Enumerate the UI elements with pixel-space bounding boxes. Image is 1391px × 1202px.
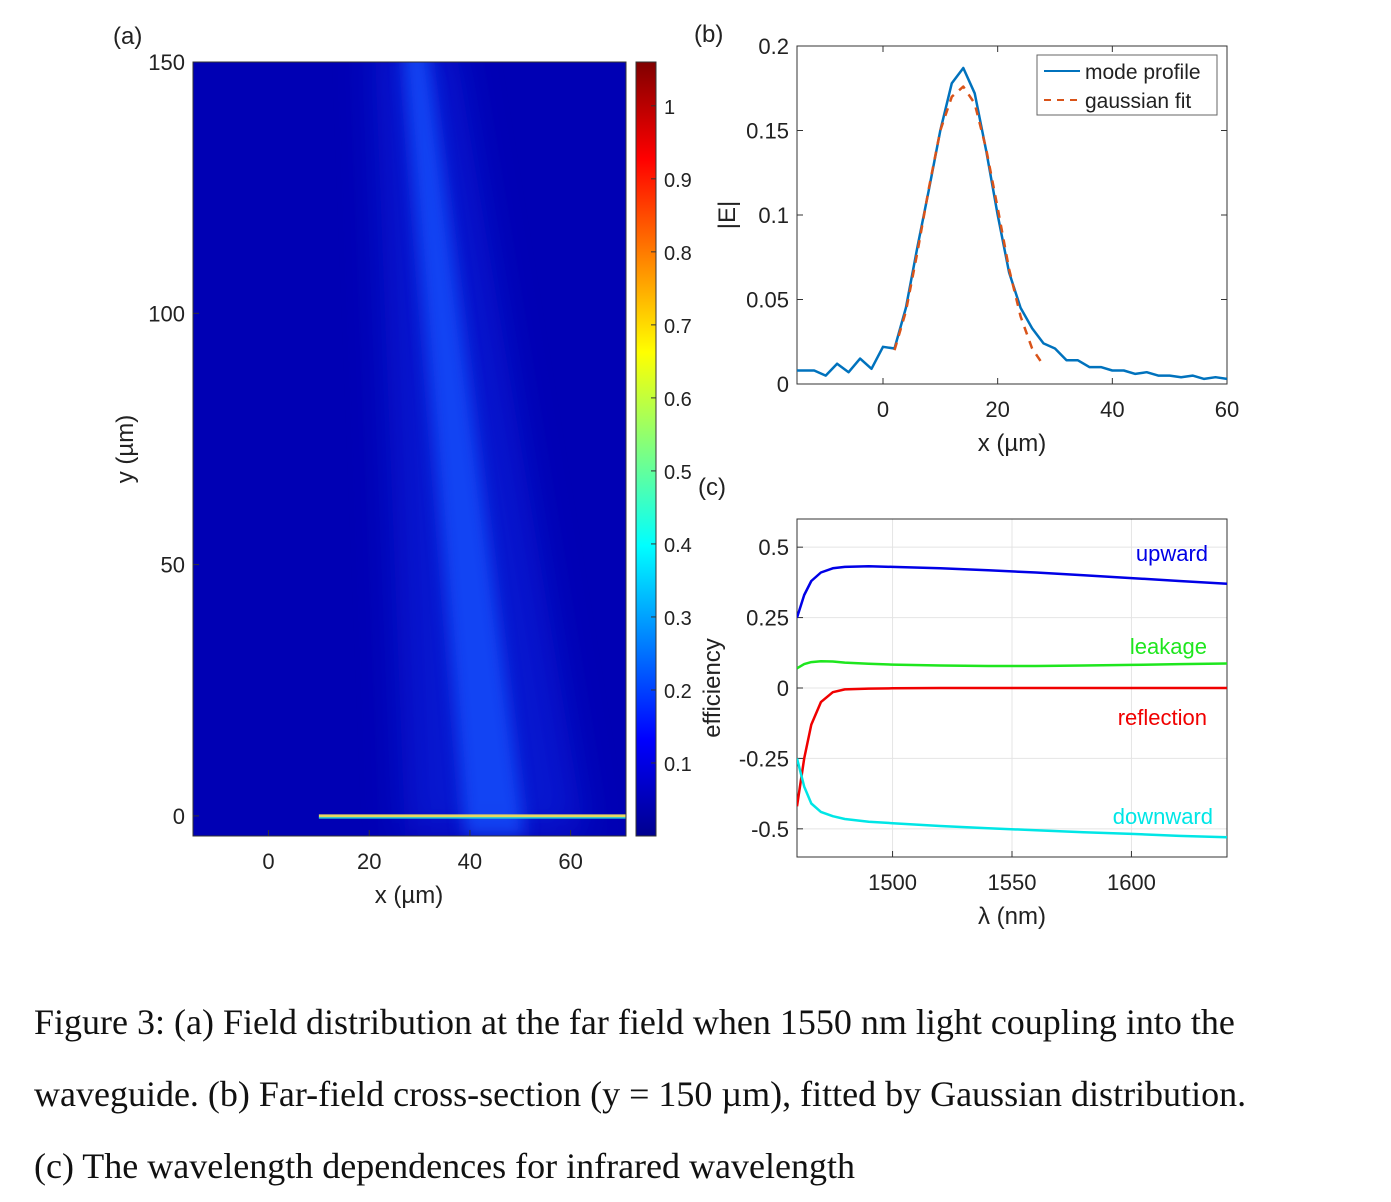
profile-legend: mode profile gaussian fit: [1036, 54, 1218, 116]
x-tick-label: 0: [877, 397, 889, 422]
profile-axes: 0 20 40 60 0 0.05 0.1 0.15 0.2: [746, 34, 1239, 422]
y-tick-label: 0: [777, 372, 789, 397]
y-tick-label: 0.2: [758, 34, 789, 59]
efficiency-panel: 1500 1550 1600 -0.5 -0.25 0 0.25 0.5 upward lea…: [699, 518, 1228, 930]
series-line-downward: [797, 758, 1227, 839]
y-tick-label: 0.5: [758, 535, 789, 560]
figure-caption: Figure 3: (a) Field distribution at the …: [34, 986, 1384, 1202]
x-tick-label: 20: [357, 849, 381, 874]
profile-ylabel: |E|: [714, 201, 741, 229]
y-tick-label: 0.05: [746, 288, 789, 313]
colorbar-tick-label: 0.9: [664, 170, 692, 192]
colorbar-tick-label: 0.5: [664, 462, 692, 484]
x-tick-label: 60: [1215, 397, 1239, 422]
beam-core: [404, 62, 526, 836]
heatmap-xlabel: x (µm): [375, 882, 443, 909]
series-line-reflection: [797, 686, 1227, 807]
x-tick-label: 1600: [1107, 870, 1156, 895]
colorbar-tick-label: 0.4: [664, 535, 692, 557]
label-upward: upward: [1136, 541, 1208, 566]
caption-line: waveguide. (b) Far-field cross-section (…: [34, 1074, 1247, 1114]
colorbar-tick-label: 0.2: [664, 681, 692, 703]
colorbar: 0.1 0.2 0.3 0.4 0.5 0.6 0.7 0.8 0.9 1: [635, 61, 692, 837]
x-tick-label: 60: [558, 849, 582, 874]
heatmap-panel: 0 20 40 60 0 50 100 150 x (µm) y (µm): [112, 50, 627, 909]
x-tick-label: 40: [1100, 397, 1124, 422]
y-tick-label: -0.25: [739, 746, 789, 771]
y-tick-label: 0.25: [746, 606, 789, 631]
efficiency-xlabel: λ (nm): [978, 903, 1046, 930]
caption-line: (c) The wavelength dependences for infra…: [34, 1146, 855, 1186]
x-tick-label: 1550: [988, 870, 1037, 895]
x-tick-label: 20: [985, 397, 1009, 422]
label-downward: downward: [1113, 804, 1213, 829]
x-tick-label: 40: [458, 849, 482, 874]
panel-label-b: (b): [694, 21, 723, 48]
y-tick-label: 50: [161, 553, 185, 578]
colorbar-tick-label: 0.6: [664, 389, 692, 411]
x-tick-label: 1500: [868, 870, 917, 895]
colorbar-tick-label: 0.1: [664, 754, 692, 776]
colorbar-tick-label: 0.3: [664, 608, 692, 630]
panel-label-c: (c): [698, 474, 726, 501]
x-tick-label: 0: [262, 849, 274, 874]
series-line-gaussian-fit: [893, 85, 1045, 367]
colorbar-gradient: [635, 61, 657, 837]
colorbar-tick-label: 0.8: [664, 243, 692, 265]
colorbar-tick-label: 0.7: [664, 316, 692, 338]
y-tick-label: 150: [148, 50, 185, 75]
series-line-upward: [797, 565, 1227, 618]
profile-xlabel: x (µm): [978, 430, 1046, 457]
y-tick-label: 0.1: [758, 203, 789, 228]
legend-label-mode-profile: mode profile: [1085, 61, 1201, 84]
panel-label-a: (a): [113, 23, 142, 50]
profile-panel: 0 20 40 60 0 0.05 0.1 0.15 0.2 x (µm) |E| mode p…: [714, 34, 1239, 457]
y-tick-label: 0: [777, 676, 789, 701]
colorbar-tick-label: 1: [664, 97, 675, 119]
y-tick-label: -0.5: [751, 817, 789, 842]
colorbar-ticks: 0.1 0.2 0.3 0.4 0.5 0.6 0.7 0.8 0.9 1: [651, 97, 692, 776]
y-tick-label: 0: [173, 804, 185, 829]
label-reflection: reflection: [1118, 705, 1207, 730]
efficiency-ylabel: efficiency: [699, 638, 726, 738]
label-leakage: leakage: [1130, 634, 1207, 659]
legend-label-gaussian-fit: gaussian fit: [1085, 90, 1191, 113]
caption-line: Figure 3: (a) Field distribution at the …: [34, 1002, 1235, 1042]
y-tick-label: 100: [148, 301, 185, 326]
heatmap-axes: 0 20 40 60 0 50 100 150: [148, 50, 583, 874]
heatmap-ylabel: y (µm): [112, 415, 139, 483]
y-tick-label: 0.15: [746, 119, 789, 144]
series-line-leakage: [797, 659, 1227, 670]
